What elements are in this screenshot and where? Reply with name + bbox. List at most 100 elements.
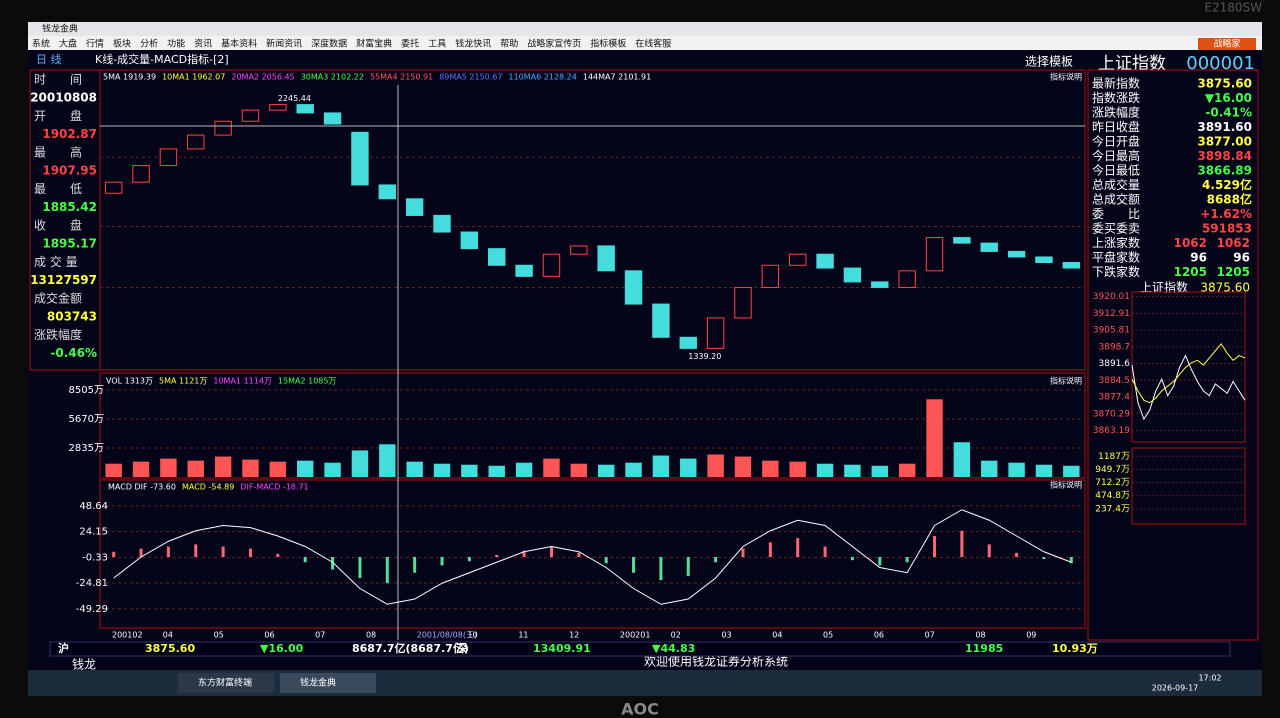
- x-tick-label: 08: [366, 631, 376, 640]
- quote-value: ▼16.00: [1205, 91, 1252, 105]
- vol-legend: 15MA2 1085万: [278, 377, 337, 386]
- menu-item[interactable]: 工具: [428, 39, 446, 50]
- quote-label: 总成交量: [1092, 177, 1140, 192]
- x-tick-label: 05: [823, 631, 833, 640]
- status-item: 3875.60: [145, 642, 195, 655]
- strategist-button[interactable]: [1198, 38, 1256, 50]
- quote-label: 今日开盘: [1092, 134, 1140, 149]
- volume-bar: [734, 456, 752, 477]
- volume-bar: [652, 455, 670, 477]
- status-item: 13409.91: [533, 642, 591, 655]
- info-value: 20010808: [30, 91, 97, 105]
- menu-item[interactable]: 新闻资讯: [266, 38, 302, 50]
- macd-bar: [960, 530, 964, 557]
- status-item: ▼44.83: [652, 642, 695, 655]
- indicator-hint[interactable]: 指标说明: [1050, 376, 1082, 386]
- macd-bar: [112, 551, 116, 557]
- info-label: 成 交 量: [34, 254, 78, 269]
- menu-item[interactable]: 基本资料: [221, 38, 257, 50]
- template[interactable]: 选择模板: [1025, 55, 1073, 69]
- info-value: 1902.87: [42, 127, 97, 141]
- title-bar: [28, 22, 1262, 36]
- strategist-label[interactable]: 战略家: [1213, 38, 1240, 50]
- candle: [597, 245, 615, 272]
- menu-item[interactable]: 系统: [32, 38, 50, 50]
- candle: [159, 148, 178, 167]
- ma-legend: 5MA 1919.39: [103, 73, 156, 82]
- menu-item[interactable]: 大盘: [59, 38, 77, 50]
- macd-bar: [659, 557, 663, 581]
- menu-item[interactable]: 资讯: [194, 39, 212, 50]
- status-brand: 钱龙: [72, 657, 96, 672]
- mini-title: 上证指数: [1140, 280, 1188, 295]
- high-label: 2245.44: [278, 94, 311, 103]
- candle: [132, 165, 150, 183]
- menu-item[interactable]: 战略家宣传页: [527, 38, 581, 50]
- menu-item[interactable]: 委托: [401, 38, 419, 50]
- period[interactable]: 日 线: [36, 52, 62, 66]
- volume-bar: [680, 458, 697, 477]
- info-label: 成交金额: [34, 291, 82, 306]
- monitor-model: E2180SW: [1204, 1, 1262, 15]
- macd-bar: [248, 548, 252, 557]
- menu-item[interactable]: 在线客服: [635, 38, 671, 50]
- volume-bar: [816, 463, 834, 477]
- y-tick-label: 3905.81: [1093, 326, 1130, 336]
- status-item: 沪: [58, 641, 69, 655]
- taskbar-app[interactable]: [178, 673, 274, 693]
- x-tick-label: 09: [1026, 631, 1036, 640]
- indicator[interactable]: K线-成交量-MACD指标-[2]: [95, 52, 229, 66]
- menu-item[interactable]: 财富宝典: [356, 38, 392, 50]
- y-tick-label: 3920.01: [1093, 292, 1130, 302]
- volume-bar: [762, 460, 779, 477]
- taskbar-app[interactable]: [280, 673, 376, 693]
- volume-bar: [187, 460, 204, 477]
- candle: [953, 237, 971, 244]
- candle: [460, 231, 479, 250]
- y-tick-label: 2835万: [69, 443, 104, 454]
- menu-item[interactable]: 深度数据: [311, 38, 347, 50]
- index-name: 上证指数: [1098, 54, 1166, 74]
- monitor-brand: AOC: [621, 700, 659, 718]
- indicator-hint[interactable]: 指标说明: [1050, 480, 1082, 490]
- index-code: 000001: [1186, 53, 1255, 74]
- menu-item[interactable]: 行情: [86, 38, 104, 50]
- macd-bar: [467, 557, 471, 562]
- ma-legend: 10MA1 1962.07: [162, 73, 225, 82]
- x-tick-label: 02: [671, 631, 681, 640]
- menu-item[interactable]: 帮助: [500, 38, 518, 50]
- macd-bar: [632, 557, 636, 573]
- candle: [816, 253, 834, 269]
- candle: [980, 242, 998, 252]
- taskbar-app-label[interactable]: 东方财富终端: [198, 677, 252, 689]
- macd-bar: [823, 546, 827, 557]
- y-tick-label: 3877.4: [1099, 393, 1131, 403]
- macd-bar: [987, 544, 991, 557]
- macd-bar: [413, 557, 417, 573]
- candle: [570, 245, 588, 255]
- taskbar-app-label[interactable]: 钱龙金典: [300, 677, 336, 689]
- menu-item[interactable]: 分析: [140, 38, 158, 50]
- menu-item[interactable]: 功能: [167, 38, 185, 50]
- quote-label: 涨跌幅度: [1092, 105, 1140, 120]
- quote-label: 指数涨跌: [1092, 90, 1140, 105]
- welcome: 欢迎使用钱龙证券分析系统: [644, 654, 788, 669]
- volume-bar: [789, 461, 806, 477]
- candle: [214, 120, 232, 136]
- y-tick-label: -0.33: [82, 552, 108, 563]
- menu-item[interactable]: 板块: [113, 38, 131, 50]
- x-tick-label: 03: [721, 631, 731, 640]
- macd-bar: [221, 546, 225, 557]
- menu-item[interactable]: 钱龙快讯: [455, 38, 491, 50]
- volume-bar: [625, 462, 642, 477]
- vol-legend: VOL 1313万: [106, 377, 153, 386]
- macd-bar: [1015, 552, 1019, 557]
- y-tick-label: 24.15: [79, 527, 108, 538]
- quote-value: 8688亿: [1207, 192, 1252, 207]
- candle: [187, 134, 205, 150]
- quote-value: 96: [1190, 251, 1207, 265]
- indicator-hint[interactable]: 指标说明: [1050, 72, 1082, 82]
- menu-item[interactable]: 指标模板: [590, 38, 626, 50]
- quote-value: 96: [1233, 251, 1250, 265]
- vol-legend: 10MA1 1114万: [213, 377, 272, 386]
